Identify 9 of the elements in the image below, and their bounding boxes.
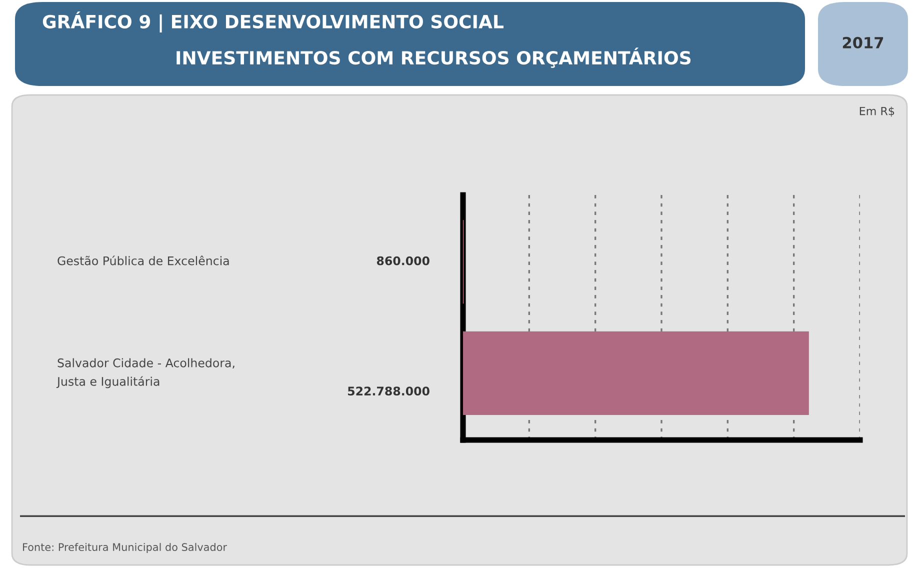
- text: Em R$: [860, 106, 894, 117]
- data-label: 860.000: [376, 256, 430, 266]
- data-label: 522.788.000: [348, 386, 430, 396]
- y-tick-label: Gestão Pública de Excelência: [58, 256, 229, 266]
- y-tick-label: Salvador Cidade - Acolhedora, Justa e Igualitária: [56, 358, 234, 388]
- text: GRÁFICO 9 | EIXO DESENVOLVIMENTO SOCIAL: [42, 12, 504, 32]
- text: 2017: [842, 36, 884, 48]
- source-note: Fonte: Prefeitura Municipal do Salvador: [23, 542, 227, 554]
- chart-subtitle: INVESTIMENTOS COM RECURSOS ORÇAMENTÁRIOS: [176, 48, 691, 68]
